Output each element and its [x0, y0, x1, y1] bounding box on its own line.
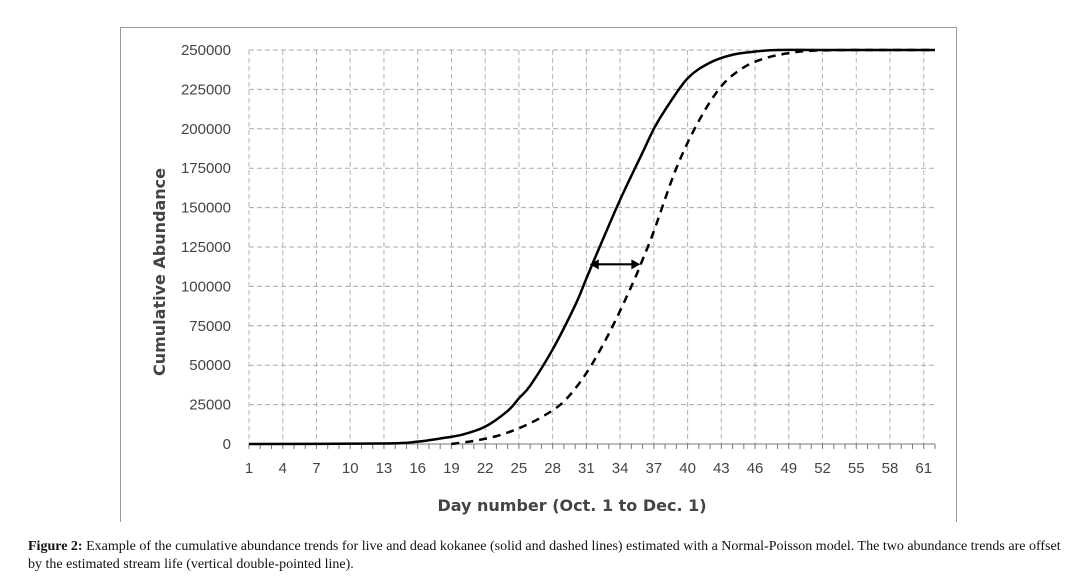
- x-tick-label: 31: [578, 460, 595, 477]
- y-tick-label: 75000: [189, 318, 231, 335]
- x-tick-label: 52: [814, 460, 831, 477]
- y-tick-label: 0: [223, 436, 231, 453]
- y-tick-label: 125000: [181, 239, 231, 256]
- x-axis-title: Day number (Oct. 1 to Dec. 1): [437, 496, 706, 515]
- y-tick-label: 175000: [181, 160, 231, 177]
- stream-life-arrow-head-right: [631, 259, 641, 270]
- x-tick-label: 61: [915, 460, 932, 477]
- x-tick-label: 46: [747, 460, 764, 477]
- x-tick-label: 22: [477, 460, 494, 477]
- figure-caption: Figure 2: Example of the cumulative abun…: [28, 538, 1068, 574]
- x-tick-label: 34: [612, 460, 629, 477]
- x-tick-label: 4: [279, 460, 287, 477]
- y-tick-label: 25000: [189, 397, 231, 414]
- x-tick-label: 58: [882, 460, 899, 477]
- caption-lead: Figure 2:: [28, 539, 83, 554]
- y-tick-label: 50000: [189, 357, 231, 374]
- y-tick-label: 200000: [181, 121, 231, 138]
- y-tick-label: 250000: [181, 42, 231, 59]
- x-tick-label: 7: [312, 460, 320, 477]
- x-tick-label: 13: [376, 460, 393, 477]
- x-tick-label: 1: [245, 460, 253, 477]
- x-tick-label: 10: [342, 460, 359, 477]
- y-tick-label: 150000: [181, 200, 231, 217]
- x-tick-label: 16: [409, 460, 426, 477]
- x-tick-label: 40: [679, 460, 696, 477]
- x-tick-label: 28: [544, 460, 561, 477]
- x-tick-label: 49: [780, 460, 797, 477]
- grid-layer: [248, 49, 935, 444]
- y-tick-label: 225000: [181, 81, 231, 98]
- x-tick-label: 37: [646, 460, 663, 477]
- y-tick-label: 100000: [181, 278, 231, 295]
- x-tick-label: 55: [848, 460, 865, 477]
- x-tick-label: 25: [511, 460, 528, 477]
- x-tick-label: 43: [713, 460, 730, 477]
- dead-kokanee-line: [451, 48, 936, 446]
- cumulative-abundance-chart: 0 25000 50000 75000 100000 125000 150000 175000…: [150, 42, 936, 515]
- series-layer: [248, 48, 936, 446]
- caption-text: Example of the cumulative abundance tren…: [28, 539, 1061, 572]
- annotation-layer: [589, 259, 641, 270]
- live-kokanee-line: [248, 48, 935, 446]
- x-tick-label: 19: [443, 460, 460, 477]
- y-axis-title: Cumulative Abundance: [150, 168, 169, 376]
- axis-layer: 0 25000 50000 75000 100000 125000 150000 175000…: [181, 42, 936, 477]
- chart-frame: 0 25000 50000 75000 100000 125000 150000 175000…: [120, 27, 957, 522]
- stream-life-arrow-head-left: [589, 259, 599, 270]
